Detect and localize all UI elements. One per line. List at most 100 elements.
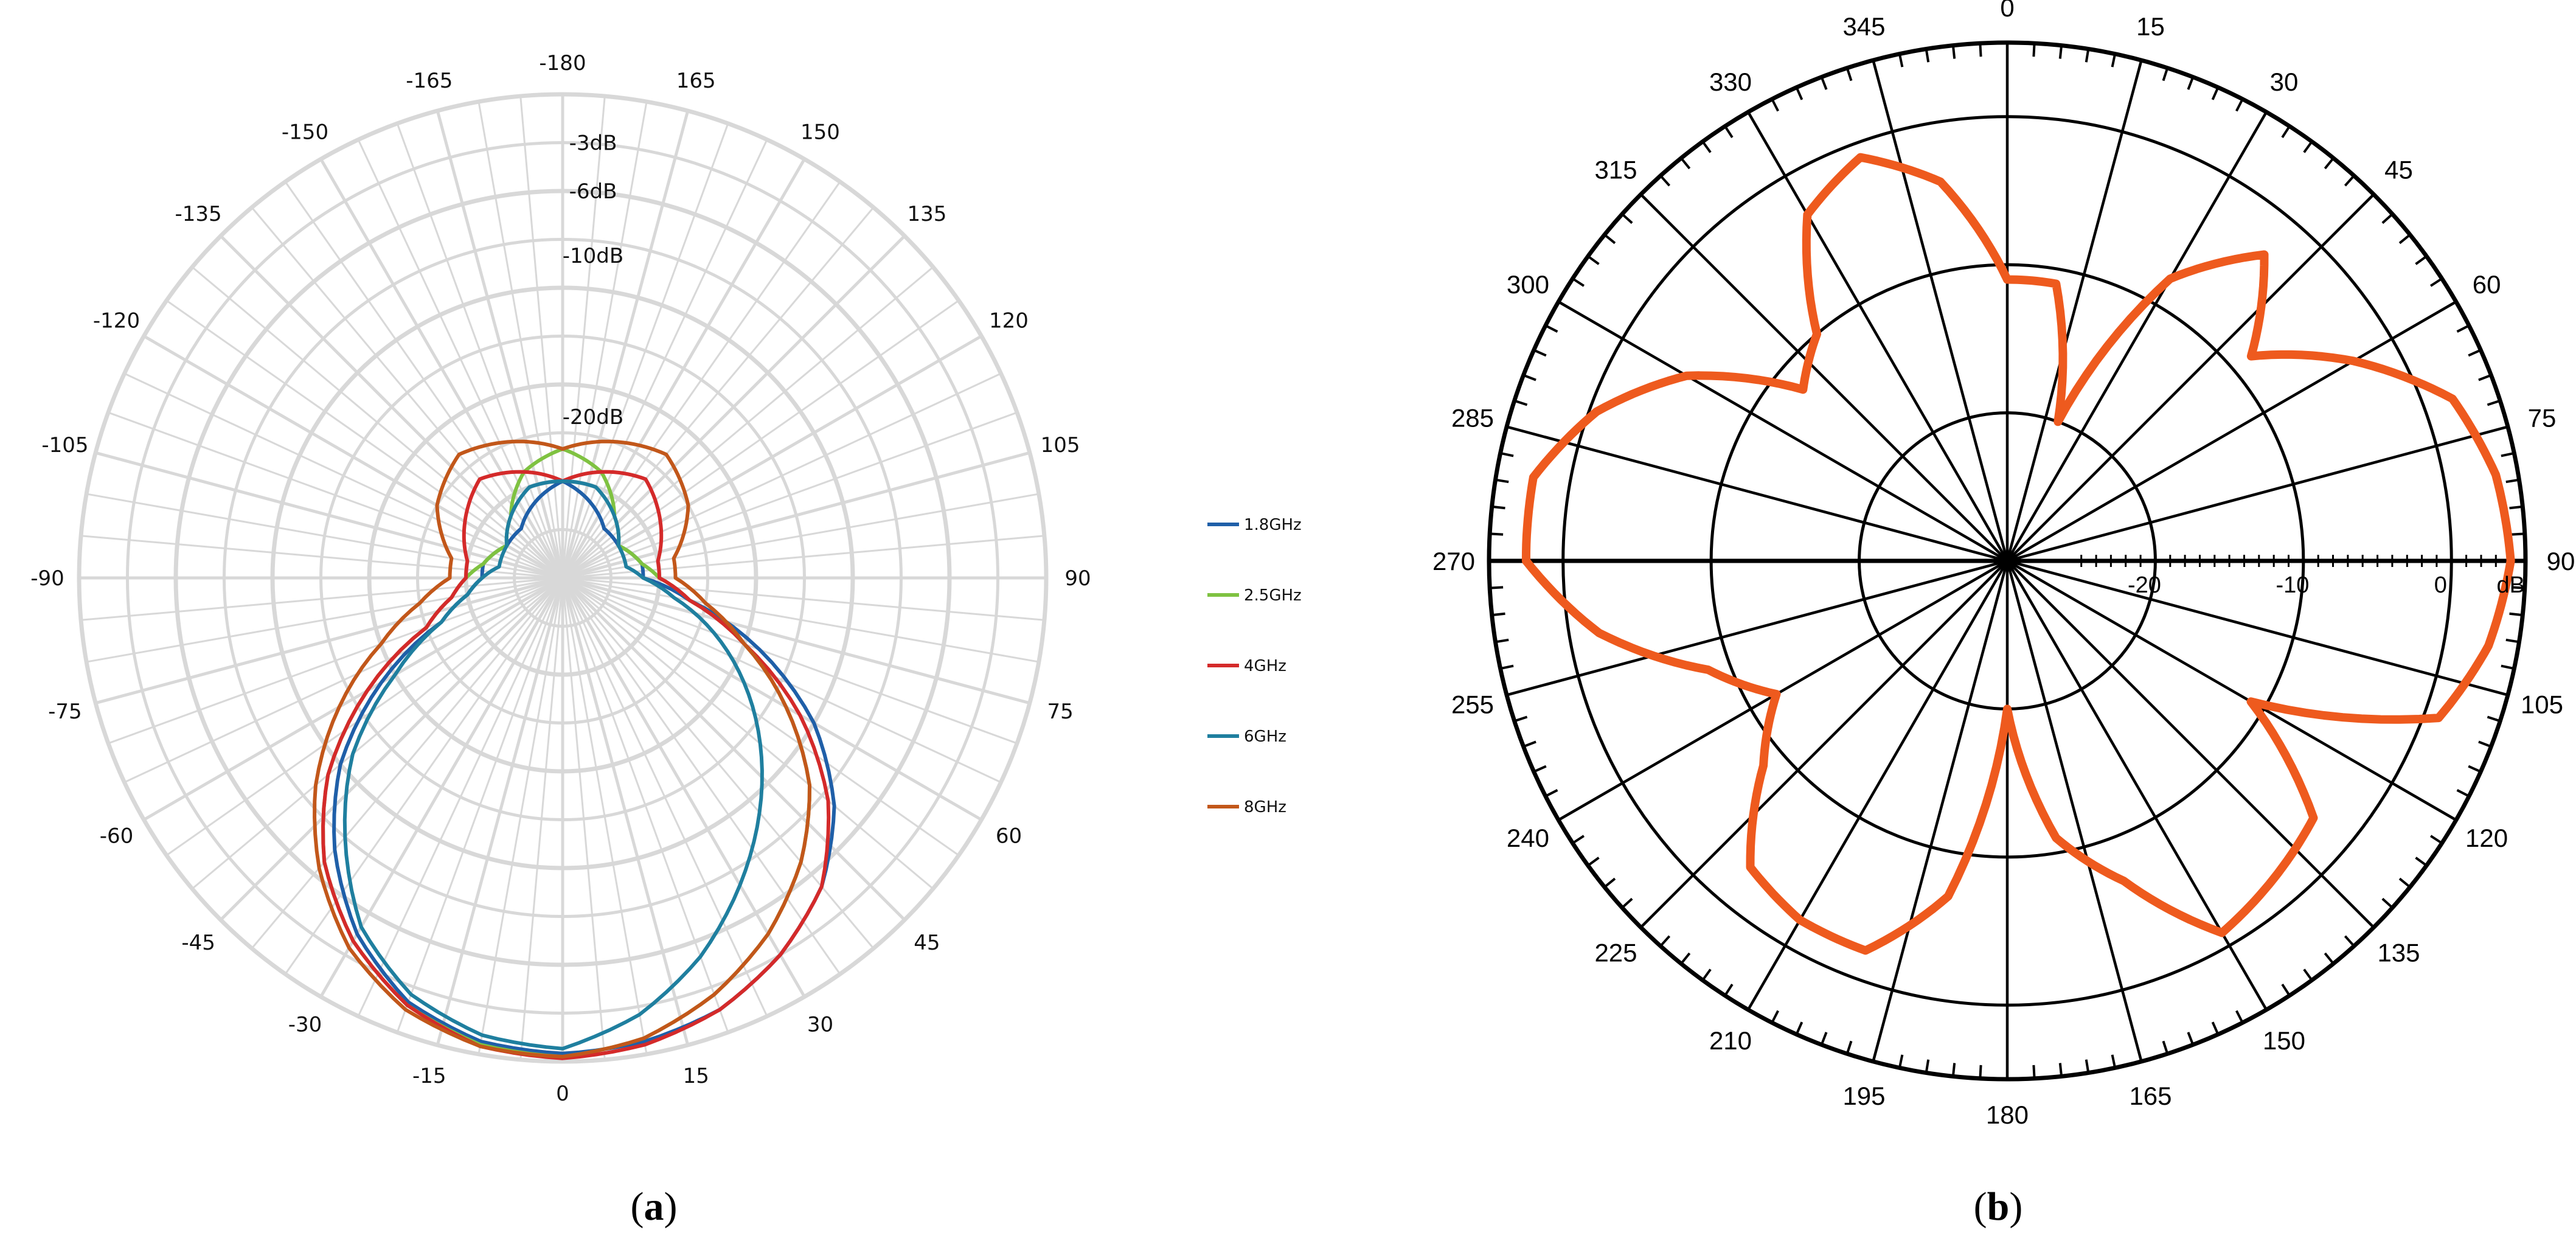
- panel-b-rim-tick: [2456, 324, 2470, 333]
- caption-b-letter: b: [1987, 1184, 2010, 1229]
- panel-b-rim-tick: [1951, 1063, 1956, 1077]
- panel-a-grid-spoke: [561, 181, 841, 579]
- caption-a-close: ): [664, 1184, 678, 1229]
- panel-b-rim-tick: [2281, 984, 2291, 996]
- panel-b-grid-spoke: [1557, 301, 2008, 562]
- panel-a-grid-spoke: [561, 577, 690, 1046]
- panel-b-rim-tick: [2187, 76, 2195, 90]
- panel-b-rim-tick: [1659, 175, 1671, 187]
- panel-b-rim-tick: [2487, 399, 2501, 406]
- panel-a-angle-label: -75: [48, 700, 82, 724]
- panel-a-grid-spoke: [561, 577, 906, 921]
- panel-b-rim-tick: [1522, 740, 1536, 748]
- panel-a-angle-label: -90: [30, 566, 64, 591]
- panel-a-grid-spoke: [123, 577, 563, 784]
- panel-b-rim-tick: [1845, 68, 1853, 82]
- panel-a-grid-spoke: [95, 576, 563, 705]
- panel-a-angle-label: -180: [539, 51, 586, 75]
- panel-a-angle-label: 105: [1041, 433, 1080, 457]
- panel-b-rim-tick: [2468, 349, 2482, 357]
- panel-a-grid-spoke: [562, 577, 1002, 784]
- panel-a-grid-spoke: [108, 411, 563, 579]
- panel-b-rim-tick: [2415, 857, 2428, 867]
- panel-a-labels: -180-165-150-135-120-105-90-75-60-45-30-…: [30, 51, 1091, 1106]
- panel-b-rim-tick: [2085, 49, 2090, 63]
- panel-b-rim-tick: [2235, 98, 2244, 112]
- panel-b-rim-tick: [2501, 451, 2515, 457]
- panel-a-ring-label: -20dB: [563, 405, 623, 429]
- panel-b-rim-tick: [2456, 789, 2470, 798]
- panel-a-grid-spoke: [561, 577, 806, 998]
- panel-a-grid-spoke: [143, 335, 564, 580]
- panel-b-angle-label: 195: [1842, 1082, 1885, 1110]
- panel-b-rim-tick: [2032, 1065, 2036, 1079]
- panel-a-grid-spoke: [562, 411, 1018, 579]
- panel-b-rim-tick: [2344, 935, 2355, 947]
- panel-b-rim-tick: [1845, 1040, 1853, 1054]
- panel-b-rim-tick: [2478, 374, 2492, 381]
- panel-b-angle-label: 45: [2384, 156, 2413, 184]
- panel-b-rim-tick: [1514, 715, 1528, 723]
- panel-b-grid-spoke: [2006, 111, 2268, 562]
- panel-a-grid-spoke: [319, 158, 564, 579]
- panel-a-grid-spoke: [165, 299, 563, 579]
- panel-a-grid-spoke: [251, 577, 564, 949]
- panel-b-angle-label: 180: [1986, 1100, 2029, 1129]
- panel-b-angle-label: 90: [2547, 547, 2575, 575]
- panel-a-grid-spoke: [561, 335, 982, 580]
- panel-a-grid-spoke: [562, 266, 934, 579]
- caption-a-open: (: [631, 1184, 644, 1229]
- panel-a-angle-label: 60: [996, 824, 1022, 849]
- panel-b-rim-tick: [2430, 835, 2443, 844]
- panel-b-rim-tick: [2162, 1040, 2169, 1054]
- panel-b-angle-label: 30: [2270, 68, 2299, 96]
- panel-b-rim-tick: [2303, 968, 2313, 981]
- panel-a-grid-spoke: [561, 101, 648, 579]
- panel-b-grid-spoke: [1506, 425, 2008, 563]
- panel-b-angle-label: 75: [2528, 404, 2557, 433]
- panel-b-rim-tick: [1603, 234, 1616, 245]
- panel-b-angle-label: 225: [1594, 939, 1637, 967]
- panel-a-series-6ghz: [342, 479, 764, 1051]
- panel-b-grid-spoke: [1639, 193, 2008, 562]
- panel-b-grid-spoke: [1872, 60, 2009, 561]
- panel-b-grid-spoke: [1506, 559, 2008, 697]
- panel-b-ring-label: 0: [2434, 572, 2447, 598]
- panel-b-rim-tick: [1701, 141, 1712, 153]
- panel-b-rim-tick: [2162, 68, 2169, 82]
- panel-b-rim-tick: [1500, 451, 1514, 457]
- panel-b-rim-tick: [1771, 1010, 1779, 1024]
- panel-a-grid-spoke: [561, 139, 768, 579]
- panel-a-grid-spoke: [561, 158, 806, 579]
- panel-a-ring-label: -10dB: [563, 244, 623, 268]
- panel-b-grid-spoke: [1747, 560, 2008, 1011]
- panel-b-rim-tick: [1979, 1065, 1982, 1079]
- panel-a-grid-spoke: [436, 577, 564, 1046]
- panel-b-rim-tick: [1572, 835, 1585, 844]
- panel-b-grid-spoke: [1872, 560, 2009, 1062]
- panel-b-angle-label: 105: [2521, 690, 2563, 719]
- panel-a-angle-label: -120: [93, 309, 140, 333]
- panel-a-grid-spoke: [561, 96, 606, 579]
- panel-a-grid-spoke: [192, 577, 563, 890]
- panel-b-rim-tick: [1724, 984, 1734, 996]
- panel-b-angle-label: 300: [1507, 270, 1549, 299]
- panel-a-grid-spoke: [561, 110, 690, 579]
- panel-a-grid-spoke: [561, 576, 982, 821]
- panel-b-rim-tick: [1490, 586, 1504, 589]
- panel-a-angle-label: 150: [800, 120, 840, 145]
- panel-a-chart: -180-165-150-135-120-105-90-75-60-45-30-…: [30, 51, 1301, 1106]
- panel-a-grid-spoke: [477, 577, 564, 1055]
- caption-b-open: (: [1974, 1184, 1987, 1229]
- panel-a-grid-spoke: [357, 577, 564, 1017]
- panel-b-grid-spoke: [2006, 193, 2375, 562]
- panel-b-rim-tick: [2058, 1063, 2063, 1077]
- panel-b-grid-spoke: [1747, 111, 2008, 562]
- panel-a-angle-label: 15: [683, 1064, 709, 1088]
- panel-b-rim-tick: [1925, 49, 1930, 63]
- panel-b-angle-label: 255: [1451, 690, 1494, 719]
- panel-b-rim-tick: [2398, 234, 2411, 245]
- panel-b-rim-tick: [1925, 1059, 1930, 1073]
- panel-b-rim-tick: [2487, 715, 2501, 723]
